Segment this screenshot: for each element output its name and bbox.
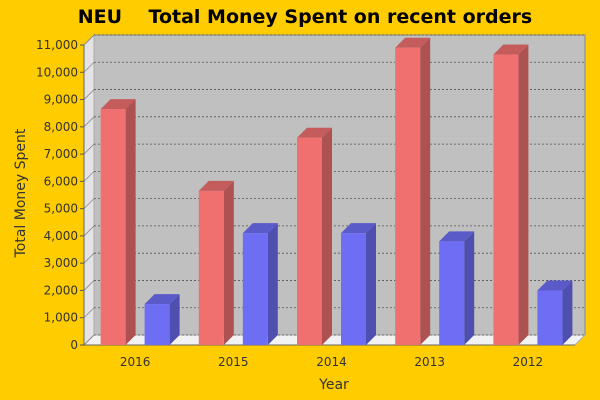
bar-top bbox=[198, 180, 234, 191]
bar bbox=[493, 54, 519, 345]
gridline-left-wall bbox=[83, 198, 95, 209]
y-tick-label: 11,000 bbox=[36, 38, 78, 52]
gridline-left-wall bbox=[83, 252, 95, 264]
bar bbox=[395, 47, 421, 346]
bar-side bbox=[267, 223, 278, 345]
y-tick-label: 1,000 bbox=[44, 311, 78, 325]
gridline-left-wall bbox=[83, 334, 95, 346]
bar-top bbox=[297, 127, 332, 138]
plot-left-wall bbox=[83, 33, 95, 347]
bar bbox=[242, 233, 268, 345]
bar bbox=[100, 109, 126, 345]
gridline-left-wall bbox=[83, 171, 95, 182]
bar bbox=[297, 137, 322, 345]
bar-top bbox=[395, 37, 431, 48]
bar bbox=[198, 190, 224, 345]
gridline-left-wall bbox=[83, 225, 95, 237]
gridline-left-wall bbox=[83, 280, 95, 291]
x-tick-label: 2016 bbox=[120, 355, 151, 369]
gridline-left-wall bbox=[83, 89, 95, 100]
bar-top bbox=[144, 294, 180, 305]
y-tick-label: 6,000 bbox=[44, 174, 78, 188]
bar bbox=[341, 233, 366, 345]
x-axis-label: Year bbox=[318, 377, 349, 393]
y-axis-label: Total Money Spent bbox=[13, 128, 29, 258]
bar-top bbox=[537, 280, 573, 291]
gridline-left-wall bbox=[83, 143, 95, 155]
bar-top bbox=[439, 231, 475, 242]
bar-top bbox=[242, 223, 278, 234]
plot-area: 0 1,000 2,000 3,000 4,000 5,000 6,000 7,000 8,00… bbox=[36, 33, 587, 369]
y-tick-label: 4,000 bbox=[44, 229, 78, 243]
y-tick-label: 5,000 bbox=[44, 202, 78, 216]
gridline-left-wall bbox=[83, 34, 95, 46]
bar-top bbox=[493, 44, 529, 55]
y-tick-label: 10,000 bbox=[36, 65, 78, 79]
gridline-left-wall bbox=[83, 116, 95, 128]
x-tick-label: 2014 bbox=[316, 355, 347, 369]
y-tick-label: 3,000 bbox=[44, 256, 78, 270]
bar bbox=[144, 304, 170, 345]
bar-side bbox=[125, 99, 136, 345]
bar-side bbox=[169, 294, 180, 345]
bar bbox=[537, 290, 563, 345]
chart-title: NEU Total Money Spent on recent orders bbox=[78, 6, 532, 28]
bar-side bbox=[366, 223, 376, 345]
bar-side bbox=[562, 280, 573, 345]
bar-side bbox=[518, 44, 529, 345]
y-tick-label: 9,000 bbox=[44, 93, 78, 107]
x-tick-label: 2013 bbox=[414, 355, 445, 369]
y-tick-label: 0 bbox=[70, 338, 78, 352]
y-tick-label: 2,000 bbox=[44, 283, 78, 297]
bar-top bbox=[341, 223, 376, 234]
y-tick-label: 8,000 bbox=[44, 120, 78, 134]
bar-side bbox=[464, 231, 475, 345]
gridline-left-wall bbox=[83, 307, 95, 319]
gridline-left-wall bbox=[83, 61, 95, 73]
bar-top bbox=[100, 99, 136, 110]
x-tick-label: 2012 bbox=[513, 355, 544, 369]
x-tick-label: 2015 bbox=[218, 355, 249, 369]
bar-side bbox=[420, 37, 431, 346]
y-tick-label: 7,000 bbox=[44, 147, 78, 161]
bar-side bbox=[322, 127, 332, 346]
bar bbox=[439, 241, 465, 345]
bar-side bbox=[223, 180, 234, 345]
